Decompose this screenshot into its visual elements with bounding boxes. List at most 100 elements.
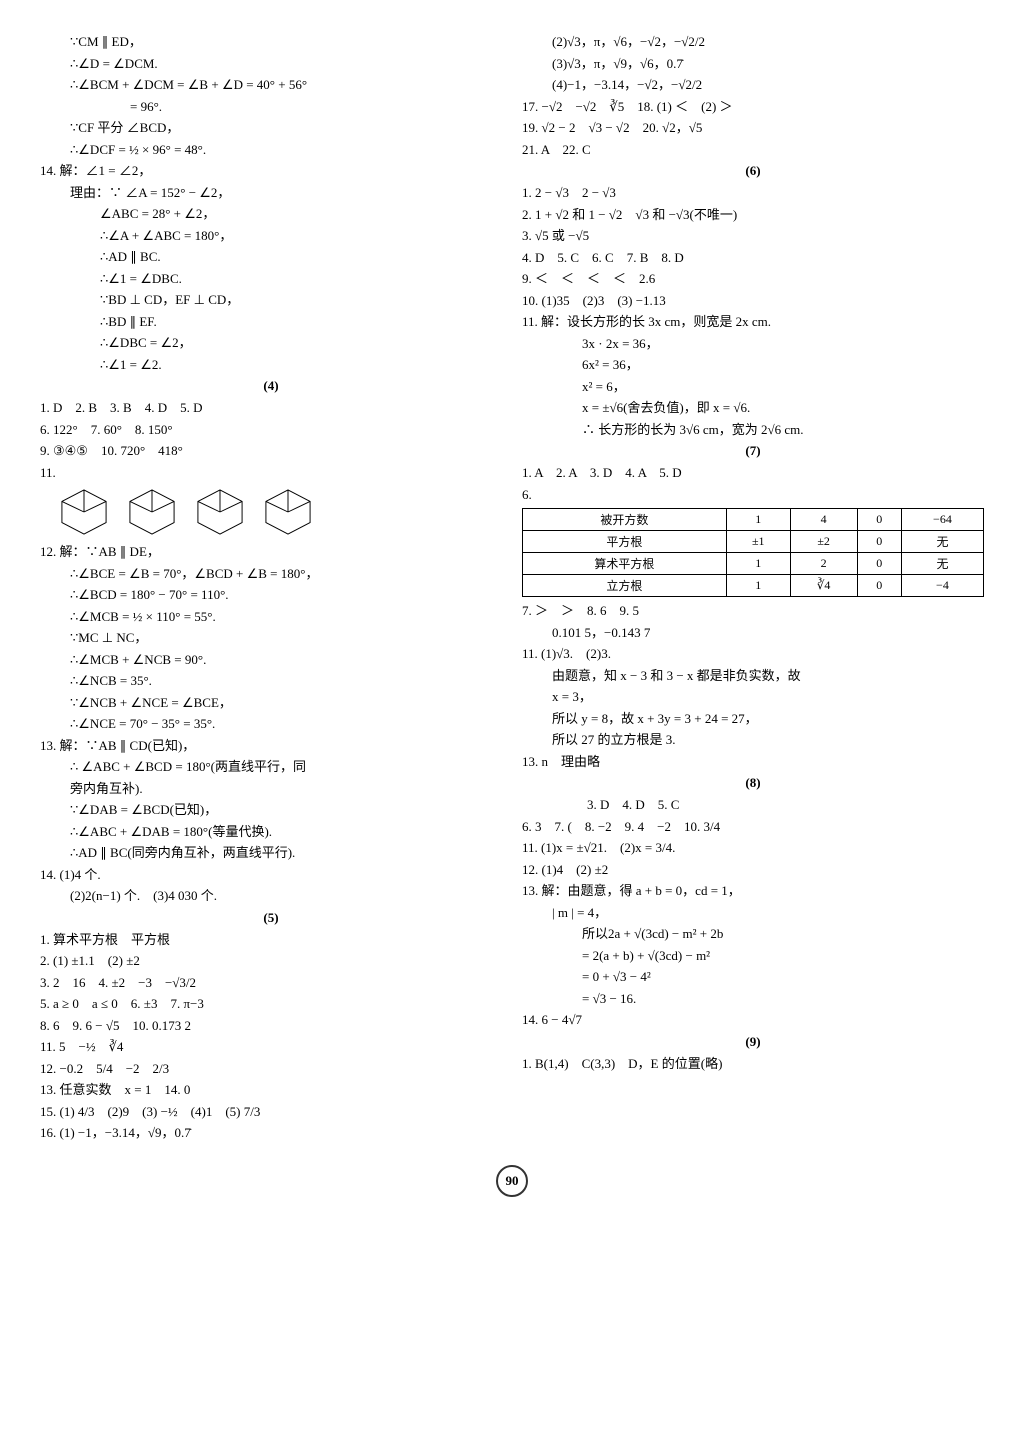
cube-figures — [60, 488, 502, 536]
text: 3. D 4. D 5. C — [522, 795, 984, 815]
text: ∴AD ∥ BC. — [40, 247, 502, 267]
table-row: 被开方数 1 4 0 −64 — [523, 509, 984, 531]
text: ∠ABC = 28° + ∠2， — [40, 204, 502, 224]
text: ∴∠NCB = 35°. — [40, 671, 502, 691]
text: 所以 27 的立方根是 3. — [522, 730, 984, 750]
text: 9. ③④⑤ 10. 720° 418° — [40, 441, 502, 461]
cell: 2 — [790, 553, 857, 575]
page-number: 90 — [40, 1165, 984, 1197]
q13-head: 13. 解：由题意，得 a + b = 0，cd = 1， — [522, 881, 984, 901]
text: 11. 5 −½ ∛4 — [40, 1037, 502, 1057]
text: ∴ 长方形的长为 3√6 cm，宽为 2√6 cm. — [522, 420, 984, 440]
table-row: 平方根 ±1 ±2 0 无 — [523, 531, 984, 553]
text: = √3 − 16. — [522, 989, 984, 1009]
text: 11. (1)x = ±√21. (2)x = 3/4. — [522, 838, 984, 858]
cell: ∛4 — [790, 575, 857, 597]
cube-icon — [196, 488, 244, 536]
text: 6x² = 36， — [522, 355, 984, 375]
cell: 0 — [857, 553, 901, 575]
text: 旁内角互补). — [40, 779, 502, 799]
cell: 1 — [726, 553, 790, 575]
text: ∵∠NCB + ∠NCE = ∠BCE， — [40, 693, 502, 713]
section-9-title: (9) — [522, 1034, 984, 1050]
text: | m | = 4， — [522, 903, 984, 923]
text: 11. — [40, 463, 502, 483]
text: 6. 3 7. ( 8. −2 9. 4 −2 10. 3/4 — [522, 817, 984, 837]
table-row: 立方根 1 ∛4 0 −4 — [523, 575, 984, 597]
text: ∵∠DAB = ∠BCD(已知)， — [40, 800, 502, 820]
section-4-title: (4) — [40, 378, 502, 394]
q14-head: 14. 解：∠1 = ∠2， — [40, 161, 502, 181]
text: ∵CM ∥ ED， — [40, 32, 502, 52]
text: 6. — [522, 485, 984, 505]
text: = 96°. — [40, 97, 502, 117]
text: 3. 2 16 4. ±2 −3 −√3/2 — [40, 973, 502, 993]
text: 13. 任意实数 x = 1 14. 0 — [40, 1080, 502, 1100]
text: ∴AD ∥ BC(同旁内角互补，两直线平行). — [40, 843, 502, 863]
text: x = 3， — [522, 687, 984, 707]
q11-head: 11. 解：设长方形的长 3x cm，则宽是 2x cm. — [522, 312, 984, 332]
text: 所以2a + √(3cd) − m² + 2b — [522, 924, 984, 944]
text: ∴∠1 = ∠DBC. — [40, 269, 502, 289]
cell: 平方根 — [523, 531, 727, 553]
text: ∴∠BCD = 180° − 70° = 110°. — [40, 585, 502, 605]
root-table: 被开方数 1 4 0 −64 平方根 ±1 ±2 0 无 算术平方根 1 2 0… — [522, 508, 984, 597]
section-7-title: (7) — [522, 443, 984, 459]
text: 14. 6 − 4√7 — [522, 1010, 984, 1030]
text: 17. −√2 −√2 ∛5 18. (1) ＜ (2) ＞ — [522, 97, 984, 117]
text: ∴∠A + ∠ABC = 180°， — [40, 226, 502, 246]
text: 3. √5 或 −√5 — [522, 226, 984, 246]
text: 1. D 2. B 3. B 4. D 5. D — [40, 398, 502, 418]
text: ∴∠1 = ∠2. — [40, 355, 502, 375]
cell: 立方根 — [523, 575, 727, 597]
cube-icon — [60, 488, 108, 536]
text: ∴∠DBC = ∠2， — [40, 333, 502, 353]
cell: −4 — [901, 575, 983, 597]
cell: 被开方数 — [523, 509, 727, 531]
text: ∴BD ∥ EF. — [40, 312, 502, 332]
cell: 0 — [857, 575, 901, 597]
cube-icon — [128, 488, 176, 536]
text: ∴∠BCE = ∠B = 70°，∠BCD + ∠B = 180°， — [40, 564, 502, 584]
text: 7. ＞ ＞ 8. 6 9. 5 — [522, 601, 984, 621]
text: 理由：∵ ∠A = 152° − ∠2， — [40, 183, 502, 203]
text: (2)2(n−1) 个. (3)4 030 个. — [40, 886, 502, 906]
cell: ±2 — [790, 531, 857, 553]
cell: ±1 — [726, 531, 790, 553]
text: 1. 2 − √3 2 − √3 — [522, 183, 984, 203]
text: 8. 6 9. 6 − √5 10. 0.173 2 — [40, 1016, 502, 1036]
text: 6. 122° 7. 60° 8. 150° — [40, 420, 502, 440]
text: ∴ ∠ABC + ∠BCD = 180°(两直线平行，同 — [40, 757, 502, 777]
text: 9. ＜ ＜ ＜ ＜ 2.6 — [522, 269, 984, 289]
text: 所以 y = 8，故 x + 3y = 3 + 24 = 27， — [522, 709, 984, 729]
section-6-title: (6) — [522, 163, 984, 179]
text: 由题意，知 x − 3 和 3 − x 都是非负实数，故 — [522, 666, 984, 686]
text: ∴∠MCB + ∠NCB = 90°. — [40, 650, 502, 670]
text: 12. −0.2 5/4 −2 2/3 — [40, 1059, 502, 1079]
q12-head: 12. 解：∵AB ∥ DE， — [40, 542, 502, 562]
text: ∴∠D = ∠DCM. — [40, 54, 502, 74]
cell: 1 — [726, 575, 790, 597]
text: (3)√3，π，√9，√6，0.7̇ — [522, 54, 984, 74]
text: ∴∠NCE = 70° − 35° = 35°. — [40, 714, 502, 734]
text: (2)√3，π，√6，−√2，−√2/2 — [522, 32, 984, 52]
cell: 0 — [857, 509, 901, 531]
q13-head: 13. 解：∵AB ∥ CD(已知)， — [40, 736, 502, 756]
text: 16. (1) −1，−3.14，√9，0.7̇ — [40, 1123, 502, 1143]
cell: −64 — [901, 509, 983, 531]
text: = 0 + √3 − 4² — [522, 967, 984, 987]
text: 3x · 2x = 36， — [522, 334, 984, 354]
text: 14. (1)4 个. — [40, 865, 502, 885]
text: 1. 算术平方根 平方根 — [40, 930, 502, 950]
cube-icon — [264, 488, 312, 536]
section-5-title: (5) — [40, 910, 502, 926]
text: x = ±√6(舍去负值)，即 x = √6. — [522, 398, 984, 418]
cell: 无 — [901, 553, 983, 575]
text: 12. (1)4 (2) ±2 — [522, 860, 984, 880]
text: x² = 6， — [522, 377, 984, 397]
text: 5. a ≥ 0 a ≤ 0 6. ±3 7. π−3 — [40, 994, 502, 1014]
text: 4. D 5. C 6. C 7. B 8. D — [522, 248, 984, 268]
cell: 无 — [901, 531, 983, 553]
text: 0.101 5，−0.143 7 — [522, 623, 984, 643]
text: ∴∠MCB = ½ × 110° = 55°. — [40, 607, 502, 627]
